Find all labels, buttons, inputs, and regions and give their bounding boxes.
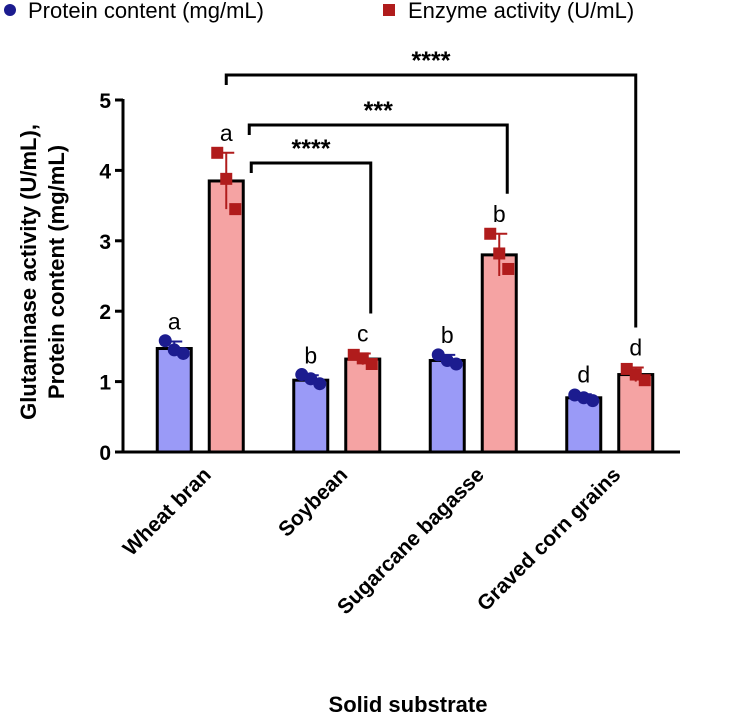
significance-stars: **** [412, 47, 451, 75]
data-point [176, 346, 190, 360]
y-axis-title: Glutaminase activity (U/mL), [16, 124, 41, 420]
data-point [220, 172, 233, 185]
legend-label: Enzyme activity (U/mL) [408, 0, 634, 23]
legend-marker [4, 4, 16, 16]
comparison-bracket [249, 161, 373, 314]
x-tick-label: Wheat bran [119, 463, 216, 560]
y-tick-label: 5 [99, 90, 111, 113]
legend-label: Protein content (mg/mL) [28, 0, 264, 23]
data-point [449, 357, 463, 371]
data-point [229, 203, 242, 216]
bar [292, 378, 330, 454]
data-point [586, 394, 600, 408]
significance-letter: a [220, 120, 233, 146]
significance-letter: b [304, 342, 317, 368]
x-tick-label: Graved corn grains [473, 463, 625, 615]
x-axis-title: Solid substrate [329, 692, 488, 717]
significance-stars: **** [292, 135, 331, 163]
significance-letter: c [357, 320, 369, 346]
data-point [502, 262, 515, 275]
x-tick-label: Soybean [274, 463, 352, 541]
legend-marker [383, 4, 395, 16]
data-point [211, 146, 224, 159]
y-tick-label: 1 [99, 372, 111, 395]
y-tick-label: 4 [99, 160, 111, 183]
bar [428, 358, 466, 454]
significance-letter: b [441, 322, 454, 348]
y-tick-label: 3 [99, 231, 111, 254]
bar [565, 396, 603, 454]
significance-letter: d [629, 335, 642, 361]
comparison-bracket [224, 73, 638, 328]
y-tick-label: 0 [99, 442, 111, 465]
bar [207, 179, 245, 454]
data-point [638, 374, 651, 387]
data-point [365, 358, 378, 370]
bar [344, 357, 382, 454]
bar [155, 347, 193, 454]
significance-letter: d [577, 361, 590, 387]
significance-letter: a [168, 308, 181, 334]
data-point [158, 334, 172, 348]
comparison-bracket [247, 123, 509, 194]
data-point [313, 377, 327, 391]
significance-letter: b [493, 201, 506, 227]
significance-stars: *** [364, 97, 393, 125]
x-tick-label: Sugarcane bagasse [333, 463, 489, 619]
y-axis-title: Protein content (mg/mL) [44, 145, 69, 399]
data-point [484, 227, 497, 240]
bar [480, 253, 518, 454]
data-point [493, 247, 506, 260]
y-tick-label: 2 [99, 301, 111, 324]
